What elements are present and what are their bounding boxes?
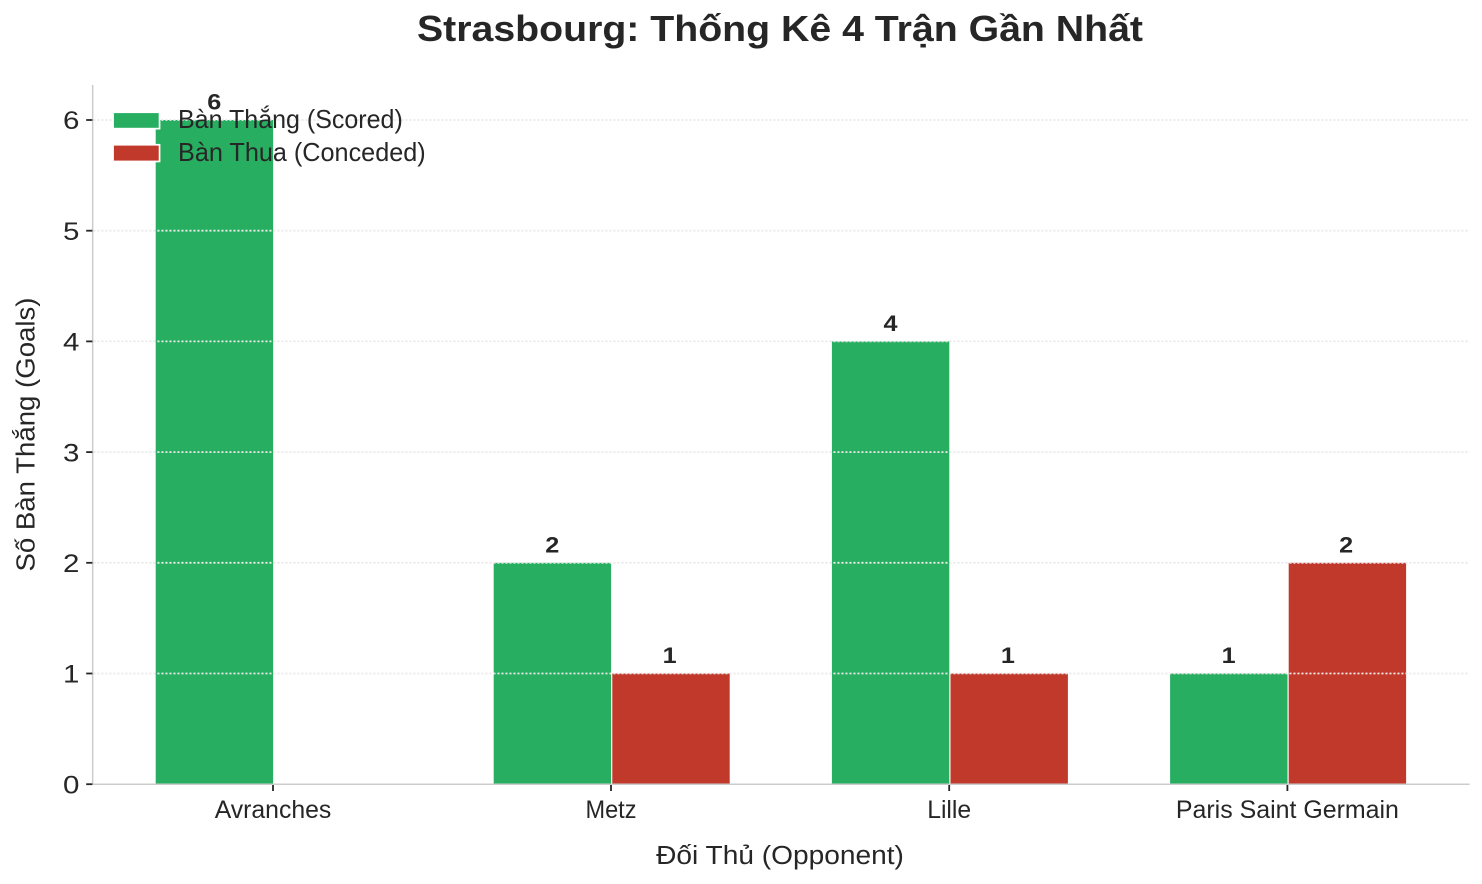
- svg-text:6: 6: [63, 107, 79, 135]
- svg-text:2: 2: [63, 550, 79, 578]
- svg-text:Lille: Lille: [927, 796, 971, 824]
- svg-text:Đối Thủ (Opponent): Đối Thủ (Opponent): [656, 840, 904, 870]
- svg-text:Bàn Thua (Conceded): Bàn Thua (Conceded): [178, 139, 426, 167]
- svg-text:Metz: Metz: [586, 796, 637, 824]
- svg-text:Paris Saint Germain: Paris Saint Germain: [1176, 796, 1399, 824]
- svg-text:5: 5: [63, 218, 79, 246]
- svg-text:0: 0: [63, 771, 79, 799]
- svg-text:1: 1: [1001, 643, 1015, 668]
- svg-text:4: 4: [884, 311, 899, 336]
- svg-text:6: 6: [207, 90, 221, 115]
- svg-text:Strasbourg: Thống Kê 4 Trận Gầ: Strasbourg: Thống Kê 4 Trận Gần Nhất: [417, 8, 1143, 49]
- svg-text:3: 3: [63, 439, 79, 467]
- svg-text:Avranches: Avranches: [215, 796, 332, 824]
- svg-text:1: 1: [63, 661, 79, 689]
- svg-text:Bàn Thắng (Scored): Bàn Thắng (Scored): [178, 105, 403, 134]
- svg-text:2: 2: [1339, 532, 1353, 557]
- svg-text:4: 4: [63, 329, 79, 357]
- svg-text:2: 2: [545, 532, 559, 557]
- svg-text:Số Bàn Thắng (Goals): Số Bàn Thắng (Goals): [11, 298, 41, 572]
- svg-text:1: 1: [663, 643, 677, 668]
- svg-text:1: 1: [1222, 643, 1236, 668]
